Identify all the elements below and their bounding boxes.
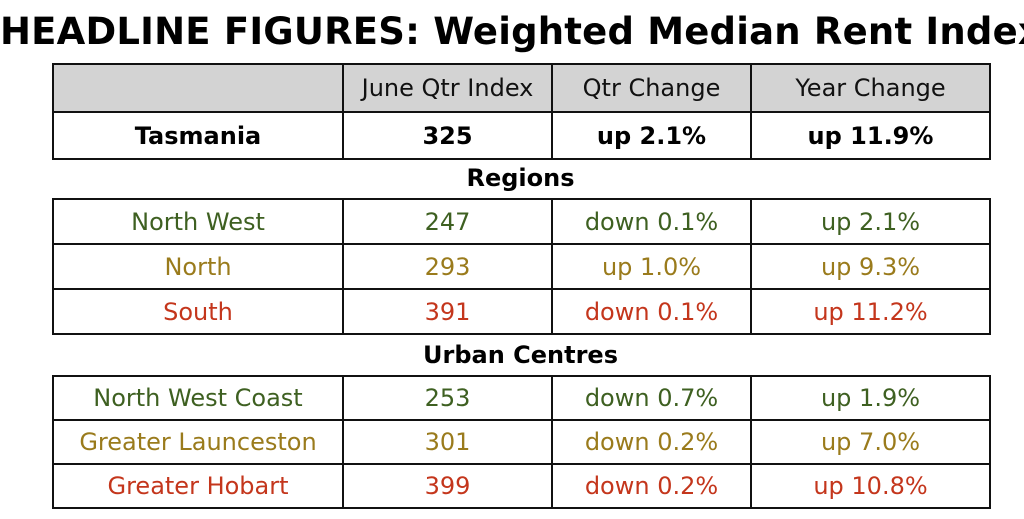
table-row-greater-hobart: Greater Hobart 399 down 0.2% up 10.8%: [52, 463, 991, 509]
row-qtr-change: down 0.7%: [551, 375, 752, 421]
row-qtr-change: up 2.1%: [551, 111, 752, 160]
table-header-row: June Qtr Index Qtr Change Year Change: [52, 63, 991, 113]
row-year-change: up 9.3%: [750, 243, 991, 290]
row-qtr-change: down 0.1%: [551, 198, 752, 245]
summary-table: June Qtr Index Qtr Change Year Change Ta…: [52, 63, 991, 160]
row-qtr-change: down 0.1%: [551, 288, 752, 335]
row-name: North West Coast: [52, 375, 344, 421]
row-index: 293: [342, 243, 553, 290]
table-row-north-west-coast: North West Coast 253 down 0.7% up 1.9%: [52, 375, 991, 421]
header-cell-year-change: Year Change: [750, 63, 991, 113]
row-year-change: up 11.9%: [750, 111, 991, 160]
row-name: South: [52, 288, 344, 335]
row-index: 391: [342, 288, 553, 335]
row-qtr-change: down 0.2%: [551, 419, 752, 465]
row-index: 301: [342, 419, 553, 465]
row-year-change: up 10.8%: [750, 463, 991, 509]
row-name: North: [52, 243, 344, 290]
header-cell-june-qtr-index: June Qtr Index: [342, 63, 553, 113]
section-heading-regions: Regions: [466, 164, 575, 192]
row-name: Greater Launceston: [52, 419, 344, 465]
row-qtr-change: down 0.2%: [551, 463, 752, 509]
section-heading-urban-centres: Urban Centres: [423, 341, 618, 369]
row-index: 253: [342, 375, 553, 421]
row-year-change: up 7.0%: [750, 419, 991, 465]
page-title: HEADLINE FIGURES: Weighted Median Rent I…: [0, 10, 1024, 53]
row-name: Tasmania: [52, 111, 344, 160]
header-cell-blank: [52, 63, 344, 113]
row-year-change: up 2.1%: [750, 198, 991, 245]
regions-table: North West 247 down 0.1% up 2.1% North 2…: [52, 198, 991, 335]
row-qtr-change: up 1.0%: [551, 243, 752, 290]
row-year-change: up 1.9%: [750, 375, 991, 421]
row-index: 247: [342, 198, 553, 245]
row-name: Greater Hobart: [52, 463, 344, 509]
row-name: North West: [52, 198, 344, 245]
table-row-south: South 391 down 0.1% up 11.2%: [52, 288, 991, 335]
table-row-north: North 293 up 1.0% up 9.3%: [52, 243, 991, 290]
table-row-tasmania: Tasmania 325 up 2.1% up 11.9%: [52, 111, 991, 160]
row-index: 399: [342, 463, 553, 509]
urban-centres-table: North West Coast 253 down 0.7% up 1.9% G…: [52, 375, 991, 509]
row-year-change: up 11.2%: [750, 288, 991, 335]
row-index: 325: [342, 111, 553, 160]
table-row-north-west: North West 247 down 0.1% up 2.1%: [52, 198, 991, 245]
header-cell-qtr-change: Qtr Change: [551, 63, 752, 113]
table-row-greater-launceston: Greater Launceston 301 down 0.2% up 7.0%: [52, 419, 991, 465]
